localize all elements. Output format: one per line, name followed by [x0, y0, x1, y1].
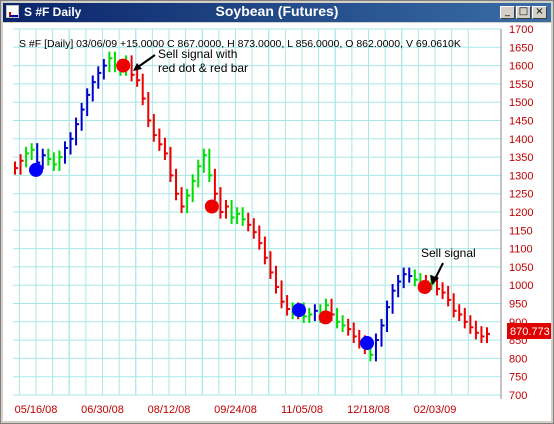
sell-signal-dot [116, 58, 131, 73]
chart-area[interactable]: 700 750 800 850 900 950 1000 1050 1100 1150 1200 12… [3, 23, 551, 421]
annotation-arrow-icon [137, 54, 156, 68]
buy-signal-dot [29, 162, 43, 177]
annotation-sell-signal-with-red-dot: Sell signal with red dot & red bar [133, 47, 248, 75]
y-tick-label: 1500 [509, 97, 533, 109]
annotation-line: Sell signal with [158, 47, 237, 61]
y-tick-label: 1150 [509, 225, 533, 237]
maximize-button[interactable]: □ [516, 6, 531, 19]
last-price-box [507, 323, 551, 339]
y-tick-label: 1450 [509, 116, 533, 128]
title-bar[interactable]: S #F Daily Soybean (Futures) _ □ × [3, 3, 551, 22]
y-tick-label: 1000 [509, 280, 533, 292]
sell-signal-dot [417, 280, 432, 295]
chart-grid [13, 28, 501, 396]
annotation-arrow-icon [434, 262, 444, 280]
y-tick-label: 1350 [509, 152, 533, 164]
y-tick-label: 1050 [509, 262, 533, 274]
y-tick-label: 1650 [509, 42, 533, 54]
minimize-button[interactable]: _ [500, 6, 515, 19]
y-tick-label: 1400 [509, 134, 533, 146]
last-price-label: 870.773 [510, 326, 550, 338]
chart-title: Soybean (Futures) [215, 3, 339, 19]
y-tick-label: 1700 [509, 24, 533, 36]
y-tick-label: 800 [509, 353, 527, 365]
arrowhead-icon [430, 275, 439, 285]
annotation-line: Sell signal [421, 246, 476, 260]
annotation-line: red dot & red bar [158, 61, 248, 75]
y-tick-label: 950 [509, 299, 527, 311]
x-axis: 05/16/08 06/30/08 08/12/08 09/24/08 11/05/08… [15, 404, 457, 416]
signal-markers [29, 58, 432, 351]
buy-signal-dot [292, 303, 307, 318]
arrowhead-icon [133, 63, 142, 71]
y-tick-label: 1250 [509, 189, 533, 201]
window-title: S #F Daily [24, 5, 82, 19]
y-axis: 7007508008509009501000105011001150120012… [500, 24, 533, 402]
chart-header: S #F [Daily] 03/06/09 +15.0000 C 867.000… [19, 38, 461, 50]
x-tick-label: 11/05/08 [281, 404, 323, 416]
chart-app-icon[interactable] [6, 5, 19, 18]
sell-signal-dot [318, 310, 333, 325]
y-tick-label: 1200 [509, 207, 533, 219]
last-price-tag: 870.773 [507, 323, 551, 339]
x-tick-label: 08/12/08 [148, 404, 191, 416]
sell-signal-dot [204, 199, 219, 214]
y-tick-label: 1600 [509, 61, 533, 73]
price-bars [14, 51, 490, 362]
buy-signal-dot [360, 336, 375, 351]
x-tick-label: 09/24/08 [214, 404, 257, 416]
x-tick-label: 12/18/08 [347, 404, 390, 416]
close-button[interactable]: × [532, 6, 547, 19]
x-tick-label: 05/16/08 [15, 404, 58, 416]
x-tick-label: 02/03/09 [414, 404, 457, 416]
y-tick-label: 1100 [509, 244, 533, 256]
x-tick-label: 06/30/08 [81, 404, 124, 416]
annotation-sell-signal: Sell signal [421, 246, 476, 285]
price-chart[interactable]: 7007508008509009501000105011001150120012… [3, 23, 551, 421]
y-tick-label: 1550 [509, 79, 533, 91]
y-tick-label: 1300 [509, 170, 533, 182]
y-tick-label: 700 [509, 390, 527, 402]
y-tick-label: 750 [509, 372, 527, 384]
